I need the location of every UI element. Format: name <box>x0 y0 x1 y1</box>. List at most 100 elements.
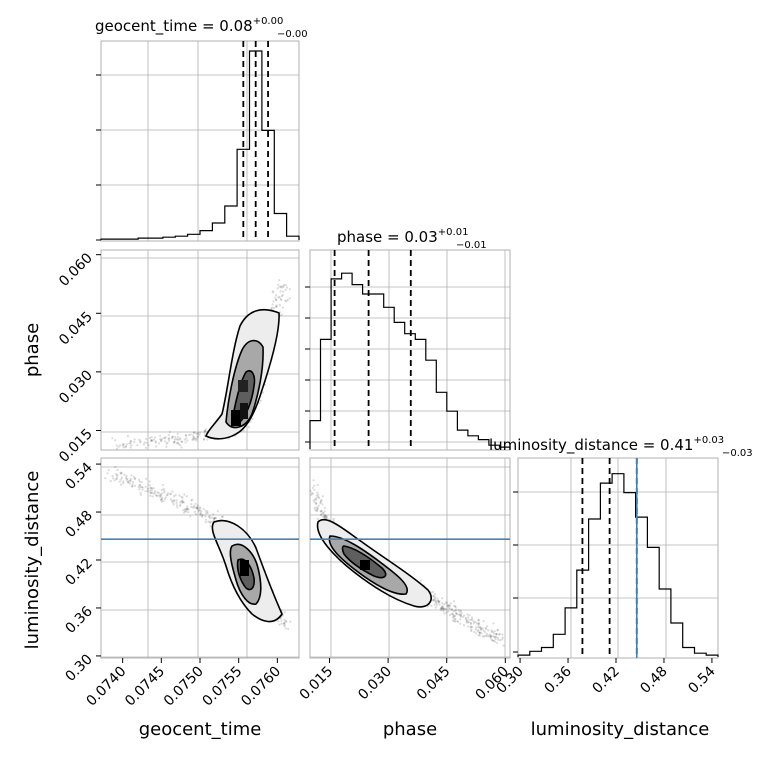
scatter-point <box>121 443 124 446</box>
scatter-point <box>203 438 206 441</box>
scatter-point <box>283 611 286 614</box>
scatter-point <box>130 474 133 477</box>
scatter-point <box>455 613 459 616</box>
scatter-point <box>185 507 188 510</box>
scatter-point <box>280 295 284 298</box>
scatter-point <box>445 602 448 605</box>
scatter-point <box>150 440 153 443</box>
scatter-point <box>477 623 480 627</box>
scatter-point <box>481 627 484 630</box>
scatter-point <box>470 616 473 619</box>
scatter-point <box>319 510 322 513</box>
scatter-point <box>132 480 135 484</box>
scatter-point <box>313 501 316 504</box>
scatter-point <box>129 479 132 482</box>
scatter-point <box>432 594 435 598</box>
scatter-point <box>431 599 434 602</box>
scatter-point <box>482 629 485 633</box>
ytick-label-luminosity_distance: 0.30 <box>62 651 95 684</box>
scatter-point <box>125 443 128 446</box>
scatter-point <box>490 630 493 633</box>
scatter-point <box>470 628 473 631</box>
axis-labels: geocent_time phase luminosity_distance p… <box>22 323 709 740</box>
scatter-point <box>283 623 286 626</box>
scatter-point <box>157 494 160 497</box>
scatter-point <box>151 487 154 490</box>
scatter-point <box>128 482 131 485</box>
scatter-point <box>473 630 476 634</box>
scatter-point <box>150 439 153 442</box>
scatter-point <box>184 434 187 437</box>
scatter-point <box>149 492 152 495</box>
scatter-point <box>176 432 179 435</box>
scatter-point <box>434 601 437 604</box>
scatter-point <box>167 433 170 437</box>
scatter-point <box>148 436 151 440</box>
scatter-point <box>133 438 136 441</box>
xtick-label-luminosity_distance: 0.48 <box>637 664 670 697</box>
scatter-point <box>201 513 205 517</box>
scatter-point <box>171 435 174 438</box>
scatter-point <box>160 497 163 500</box>
density-peak <box>238 380 248 392</box>
scatter-point <box>316 508 319 511</box>
scatter-point <box>204 518 208 521</box>
scatter-point <box>133 440 136 444</box>
scatter-point <box>116 473 119 476</box>
scatter-point <box>150 486 153 489</box>
title-plus: +0.01 <box>438 227 469 238</box>
scatter-point <box>318 496 321 499</box>
scatter-point <box>491 639 494 642</box>
scatter-point <box>474 628 478 631</box>
scatter-point <box>282 622 285 625</box>
scatter-point <box>321 511 324 515</box>
scatter-point <box>472 620 475 623</box>
title-prefix: luminosity_distance = 0.41 <box>489 436 693 455</box>
scatter-point <box>490 635 493 638</box>
scatter-point <box>448 604 451 607</box>
scatter-point <box>492 639 495 643</box>
scatter-point <box>192 436 195 439</box>
scatter-point <box>283 622 286 625</box>
scatter-point <box>274 298 278 302</box>
scatter-point <box>119 471 122 474</box>
scatter-point <box>164 440 167 443</box>
scatter-point <box>179 500 182 503</box>
scatter-point <box>119 478 122 481</box>
ytick-marks <box>96 74 101 241</box>
scatter-point <box>122 446 125 449</box>
scatter-point <box>126 435 129 438</box>
scatter-point <box>117 445 120 448</box>
scatter-point <box>447 606 450 610</box>
scatter-point <box>122 482 125 485</box>
scatter-point <box>178 504 181 507</box>
scatter-point <box>285 286 289 289</box>
scatter-point <box>456 620 459 623</box>
scatter-point <box>139 484 142 487</box>
scatter-point <box>465 617 468 620</box>
scatter-point <box>278 285 281 288</box>
title-geocent_time: geocent_time = 0.08+0.00 −0.00 <box>95 16 308 40</box>
scatter-point <box>187 508 190 511</box>
scatter-point <box>145 438 148 441</box>
scatter-point <box>501 638 504 641</box>
scatter-point <box>242 429 245 432</box>
scatter-point <box>189 433 192 436</box>
scatter-point <box>155 494 158 498</box>
scatter-point <box>192 506 195 509</box>
scatter-point <box>443 607 446 610</box>
scatter-point <box>478 634 481 637</box>
density-contours-geocent_time-luminosity_distance <box>211 519 283 623</box>
scatter-point <box>280 622 283 625</box>
title-prefix: geocent_time = 0.08 <box>95 17 253 36</box>
scatter-point <box>144 485 147 488</box>
scatter-point <box>310 492 313 495</box>
scatter-point <box>272 300 275 303</box>
scatter-point <box>203 431 206 434</box>
scatter-point <box>115 444 118 447</box>
scatter-point <box>466 619 469 623</box>
scatter-point <box>183 438 186 441</box>
scatter-point <box>139 493 142 496</box>
scatter-point <box>459 622 462 625</box>
scatter-point <box>317 493 320 496</box>
